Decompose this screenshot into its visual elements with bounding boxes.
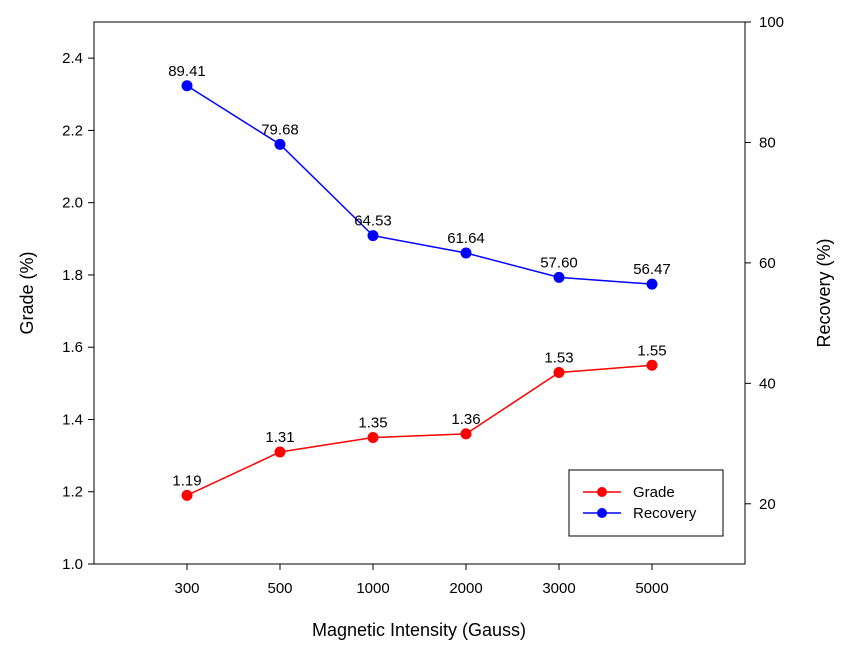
legend-recovery-marker: [597, 508, 607, 518]
grade-data-point: [553, 366, 565, 378]
recovery-series-line: [186, 85, 653, 285]
recovery-data-label: 56.47: [633, 261, 671, 278]
grade-data-point: [460, 428, 472, 440]
legend-recovery-label: Recovery: [633, 505, 697, 522]
y-left-tick-label: 1.2: [62, 484, 83, 501]
recovery-data-label: 79.68: [261, 121, 299, 138]
x-tick-label: 500: [267, 580, 292, 597]
x-tick-label: 1000: [356, 580, 389, 597]
grade-data-point: [181, 489, 193, 501]
x-tick-label: 5000: [635, 580, 668, 597]
y-left-tick-label: 2.4: [62, 50, 83, 67]
recovery-data-point: [181, 80, 193, 92]
grade-data-label: 1.31: [265, 429, 294, 446]
y-right-tick-label: 40: [759, 375, 776, 392]
recovery-data-label: 61.64: [447, 230, 485, 247]
grade-series-line: [186, 364, 653, 497]
y-left-tick-label: 1.4: [62, 411, 83, 428]
grade-data-point: [274, 446, 286, 458]
y-right-tick-label: 60: [759, 255, 776, 272]
plot-frame: [93, 21, 746, 565]
y-left-tick-label: 2.0: [62, 195, 83, 212]
y-left-tick-label: 1.8: [62, 267, 83, 284]
grade-data-point: [646, 359, 658, 371]
grade-data-label: 1.19: [172, 472, 201, 489]
x-tick-label: 2000: [449, 580, 482, 597]
legend: Grade Recovery: [568, 469, 724, 537]
y-right-tick-label: 100: [759, 14, 784, 31]
legend-box: [568, 469, 724, 537]
recovery-data-point: [460, 247, 472, 259]
y-left-axis-title: Grade (%): [17, 251, 37, 334]
legend-grade-label: Grade: [633, 484, 675, 501]
grade-data-label: 1.35: [358, 415, 387, 432]
grade-data-label: 1.53: [544, 349, 573, 366]
y-right-axis-title: Recovery (%): [814, 238, 834, 347]
recovery-data-label: 89.41: [168, 63, 206, 80]
y-left-tick-label: 1.6: [62, 339, 83, 356]
grade-data-label: 1.55: [637, 342, 666, 359]
y-left-tick-label: 2.2: [62, 122, 83, 139]
legend-grade-marker: [597, 487, 607, 497]
recovery-data-point: [646, 278, 658, 290]
grade-data-label: 1.36: [451, 411, 480, 428]
recovery-data-point: [553, 271, 565, 283]
x-axis-title: Magnetic Intensity (Gauss): [312, 620, 526, 640]
recovery-data-label: 57.60: [540, 254, 578, 271]
grade-data-point: [367, 432, 379, 444]
x-tick-label: 300: [174, 580, 199, 597]
y-right-tick-label: 20: [759, 496, 776, 513]
y-left-tick-label: 1.0: [62, 556, 83, 573]
recovery-data-point: [274, 138, 286, 150]
x-tick-label: 3000: [542, 580, 575, 597]
recovery-data-label: 64.53: [354, 213, 392, 230]
y-right-tick-label: 80: [759, 134, 776, 151]
recovery-data-point: [367, 230, 379, 242]
